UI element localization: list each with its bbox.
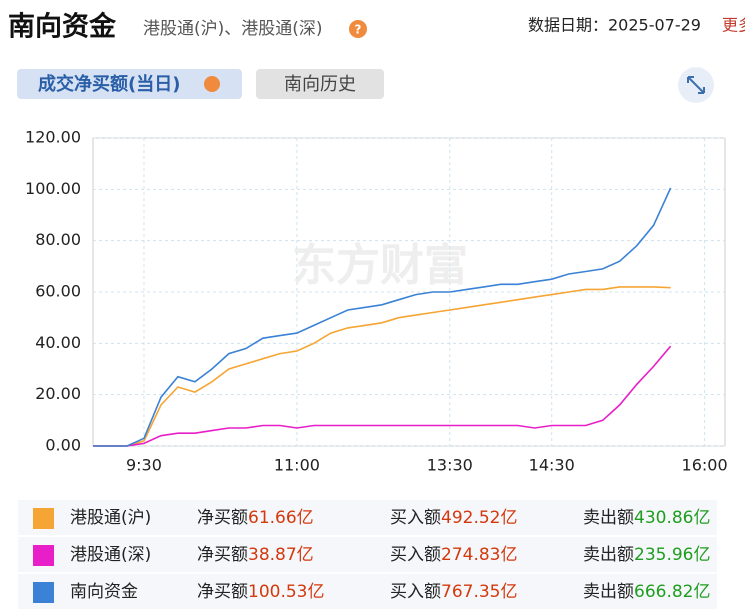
legend-swatch [33,508,54,529]
plot-frame [92,137,726,447]
summary-cell: 买入额767.35亿 [390,582,517,602]
summary-row [18,500,717,535]
legend-label: 南向资金 [70,582,138,602]
x-tick-label: 11:00 [274,456,320,475]
legend-label: 港股通(沪) [70,508,151,528]
cell-label: 卖出额 [583,582,634,602]
y-tick-label: 120.00 [25,128,81,147]
cell-value: 100.53亿 [248,582,324,602]
series-line [93,345,672,447]
legend-swatch [33,582,54,603]
cell-label: 买入额 [390,582,441,602]
legend-swatch [33,545,54,566]
cell-label: 卖出额 [583,545,634,565]
expand-icon [687,76,705,94]
help-icon[interactable] [349,20,367,38]
tab-label: 南向历史 [284,74,356,95]
summary-cell: 卖出额430.86亿 [583,508,710,528]
title: 南向资金 [8,11,117,43]
x-tick-label: 13:30 [427,456,473,475]
cell-value: 274.83亿 [441,545,517,565]
cell-value: 430.86亿 [634,508,710,528]
tab[interactable] [256,69,384,99]
summary-cell: 买入额274.83亿 [390,545,517,565]
cell-value: 235.96亿 [634,545,710,565]
cell-label: 净买额 [197,508,248,528]
series-line [93,187,672,447]
x-tick-label: 9:30 [126,456,162,475]
cell-label: 净买额 [197,582,248,602]
y-tick-label: 0.00 [45,436,81,455]
summary-cell: 卖出额235.96亿 [583,545,710,565]
help-mark: ? [355,23,362,37]
x-tick-label: 14:30 [529,456,575,475]
cell-label: 净买额 [197,545,248,565]
summary-cell: 卖出额666.82亿 [583,582,710,602]
summary-cell: 净买额38.87亿 [197,545,314,565]
more-link[interactable]: 更多 [722,16,745,35]
cell-label: 买入额 [390,545,441,565]
y-tick-label: 100.00 [25,179,81,198]
tab-active[interactable] [17,69,242,99]
cell-value: 61.66亿 [248,508,314,528]
cell-value: 38.87亿 [248,545,314,565]
help-icon[interactable] [204,76,220,92]
cell-label: 买入额 [390,508,441,528]
date: 数据日期：2025-07-29 [528,16,701,35]
summary-cell: 净买额100.53亿 [197,582,324,602]
cell-value: 666.82亿 [634,582,710,602]
y-tick-label: 80.00 [35,230,81,249]
x-tick-label: 16:00 [682,456,728,475]
cell-label: 卖出额 [583,508,634,528]
legend-label: 港股通(深) [70,545,151,565]
cell-value: 767.35亿 [441,582,517,602]
tab-label: 成交净买额(当日) [38,73,180,95]
watermark: 东方财富 [292,240,468,291]
y-tick-label: 60.00 [35,282,81,301]
summary-cell: 净买额61.66亿 [197,508,314,528]
summary-cell: 买入额492.52亿 [390,508,517,528]
subtitle: 港股通(沪)、港股通(深) [143,19,323,39]
cell-value: 492.52亿 [441,508,517,528]
y-tick-label: 20.00 [35,384,81,403]
summary-row [18,537,717,572]
series-line [93,286,671,447]
summary-row [18,574,717,609]
y-tick-label: 40.00 [35,333,81,352]
